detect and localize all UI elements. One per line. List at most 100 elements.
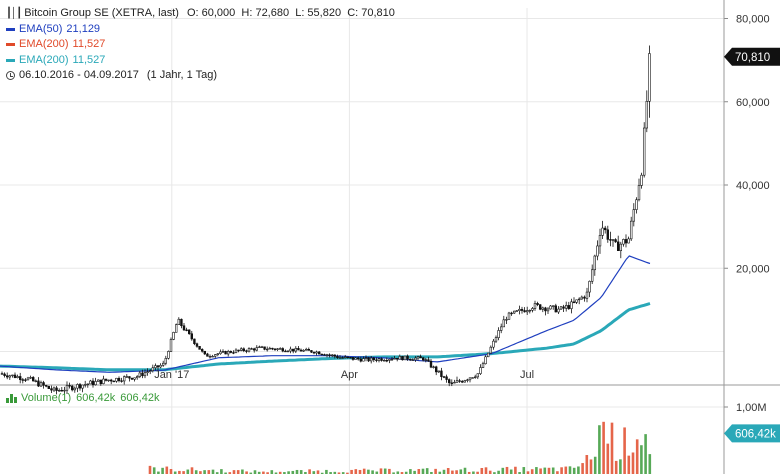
candle-body	[525, 310, 529, 313]
candle-body	[299, 349, 303, 352]
candle-body	[68, 385, 71, 387]
volume-bar	[308, 469, 311, 474]
volume-bar	[568, 466, 572, 474]
candle-body	[208, 355, 212, 358]
candle-body	[253, 348, 256, 351]
volume-bar	[446, 468, 450, 474]
candle-body	[338, 357, 342, 359]
candle-body	[276, 348, 279, 350]
candle-body	[463, 380, 466, 383]
candle-body	[531, 308, 534, 311]
volume-bar	[182, 471, 185, 474]
candle-body	[580, 296, 584, 300]
ohlc-values: O: 60,000 H: 72,680 L: 55,820 C: 70,810	[186, 7, 395, 19]
volume-bar	[535, 467, 538, 474]
volume-bar	[472, 471, 475, 474]
volume-bar	[572, 467, 576, 474]
volume-value-2: 606,42k	[120, 392, 160, 404]
ema50-series-line	[0, 255, 651, 373]
volume-bars	[148, 421, 652, 474]
candle-body	[247, 348, 251, 352]
candle-body	[445, 376, 448, 380]
volume-bar	[530, 469, 534, 474]
time-tick-label: Jul	[520, 369, 534, 381]
candle-body	[159, 364, 162, 368]
candle-body	[151, 367, 154, 371]
candle-body	[616, 241, 620, 252]
candle-body	[86, 383, 90, 386]
volume-bar	[362, 468, 366, 474]
candle-body	[629, 220, 633, 240]
candle-body	[162, 362, 165, 366]
volume-bar	[493, 472, 496, 474]
candle-body	[575, 299, 578, 303]
volume-bar	[165, 466, 169, 474]
candle-body	[562, 306, 565, 309]
candle-body	[21, 379, 24, 381]
candle-body	[533, 303, 537, 309]
badges: 70,810 606,42k	[724, 47, 780, 443]
axis-ticks: 80,000 60,000 40,000 20,000 Jan '17 Apr Jul 1,0…	[154, 14, 769, 415]
volume-bar	[593, 456, 597, 474]
candlestick-icon: ┃│┃	[6, 8, 22, 19]
candle-body	[81, 384, 84, 389]
candle-body	[185, 329, 188, 331]
candle-body	[351, 357, 355, 360]
legend-ema200-red-row[interactable]: EMA(200) 11,527	[6, 37, 395, 53]
candle-body	[455, 380, 459, 383]
candle-body	[356, 357, 360, 360]
volume-bar	[253, 470, 257, 474]
candle-body	[52, 387, 56, 391]
volume-legend[interactable]: Volume(1) 606,42k 606,42k	[6, 392, 159, 404]
candle-body	[133, 377, 136, 380]
volume-bar	[543, 467, 547, 474]
volume-bar	[585, 455, 589, 474]
candle-body	[291, 348, 295, 352]
volume-bar	[463, 467, 467, 474]
volume-icon	[6, 393, 17, 403]
volume-bar	[476, 471, 479, 474]
volume-bar	[514, 466, 517, 474]
candle-body	[76, 384, 79, 389]
candle-body	[549, 305, 552, 310]
legend-ema200-teal-row[interactable]: EMA(200) 11,527	[6, 53, 395, 69]
candle-body	[211, 355, 214, 358]
ema200-red-swatch	[6, 43, 15, 47]
candle-body	[24, 379, 27, 381]
candle-body	[554, 305, 558, 313]
volume-bar	[283, 472, 286, 474]
candle-body	[640, 174, 643, 186]
volume-bar	[379, 468, 383, 474]
volume-bar	[577, 466, 580, 474]
volume-bar	[614, 460, 618, 474]
volume-bar	[274, 472, 278, 474]
candle-body	[450, 382, 453, 384]
candle-body	[583, 296, 586, 299]
candle-body	[143, 372, 147, 377]
candle-body	[645, 100, 649, 129]
last-price-badge-shape	[724, 47, 780, 66]
candle-body	[515, 310, 519, 312]
candle-body	[382, 359, 386, 362]
candle-body	[408, 358, 412, 361]
candle-body	[393, 357, 396, 360]
volume-bar	[329, 472, 332, 474]
candle-body	[34, 380, 38, 382]
volume-bar	[488, 470, 492, 474]
candle-body	[354, 357, 357, 360]
candle-body	[260, 346, 264, 348]
candle-body	[434, 366, 438, 373]
candle-body	[136, 376, 139, 379]
candle-body	[31, 377, 35, 382]
legend-ema50-row[interactable]: EMA(50) 21,129	[6, 22, 395, 38]
ema50-swatch	[6, 27, 15, 31]
candle-body	[362, 358, 365, 362]
volume-bar	[522, 467, 526, 474]
candle-body	[349, 357, 352, 359]
volume-bar	[425, 468, 429, 474]
volume-bar	[484, 467, 488, 474]
volume-bar	[148, 465, 152, 474]
candle-body	[73, 387, 77, 391]
candle-body	[37, 380, 40, 387]
